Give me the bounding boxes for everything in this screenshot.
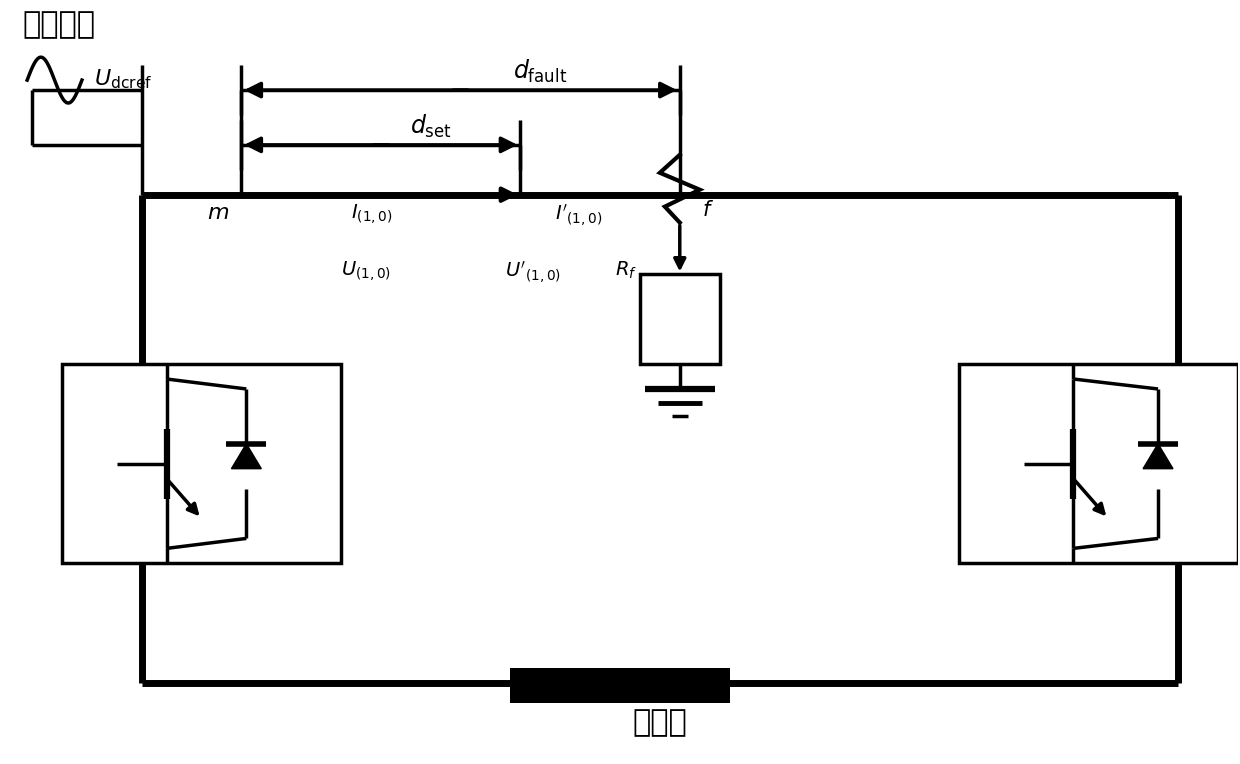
Text: $d_{\mathrm{set}}$: $d_{\mathrm{set}}$ [409, 112, 451, 140]
Text: $I_{(1,0)}$: $I_{(1,0)}$ [351, 202, 393, 226]
Polygon shape [232, 444, 262, 468]
Text: $I'_{(1,0)}$: $I'_{(1,0)}$ [556, 202, 603, 228]
Bar [640, 274, 719, 364]
Text: $f$: $f$ [702, 199, 714, 220]
Text: $R_f$: $R_f$ [615, 260, 637, 280]
Text: 注入信号: 注入信号 [22, 11, 95, 40]
Bar [959, 364, 1238, 563]
Text: $U_{\mathrm{dcref}}$: $U_{\mathrm{dcref}}$ [94, 67, 153, 91]
Bar [62, 364, 341, 563]
Text: 健全极: 健全极 [632, 707, 687, 736]
Text: $d_{\mathrm{fault}}$: $d_{\mathrm{fault}}$ [513, 58, 568, 85]
Polygon shape [1143, 444, 1173, 468]
Text: $m$: $m$ [207, 202, 229, 222]
Bar [511, 668, 729, 703]
Text: $U'_{(1,0)}$: $U'_{(1,0)}$ [506, 260, 562, 285]
Text: $U_{(1,0)}$: $U_{(1,0)}$ [341, 260, 391, 283]
